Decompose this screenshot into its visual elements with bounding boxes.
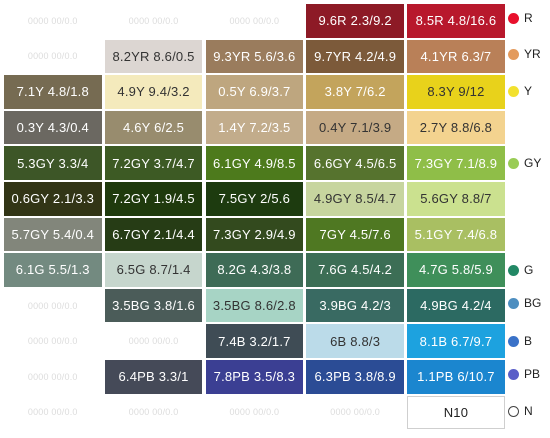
- color-swatch: 4.1YR 6.3/7: [407, 39, 505, 74]
- color-swatch: 6.1G 5.5/1.3: [4, 253, 102, 287]
- legend-item-pb: PB: [508, 367, 540, 381]
- legend-dot-icon: [508, 85, 519, 97]
- legend-item-n: N: [508, 404, 533, 418]
- empty-cell-placeholder: 0000 00/0.0: [27, 51, 78, 62]
- color-swatch: 6B 8.8/3: [306, 324, 404, 358]
- legend-item-g: G: [508, 263, 533, 277]
- color-swatch: 4.9BG 4.2/4: [407, 288, 505, 323]
- color-swatch: 6.1GY 4.9/8.5: [205, 146, 304, 180]
- color-swatch: 7.3GY 2.9/4.9: [205, 217, 304, 252]
- color-swatch: 5.3GY 3.3/4: [4, 146, 102, 180]
- color-swatch: 8.5R 4.8/16.6: [407, 4, 505, 38]
- legend-dot-icon: [508, 12, 519, 24]
- color-swatch: 6.5G 8.7/1.4: [104, 253, 203, 287]
- color-swatch: 7.1Y 4.8/1.8: [4, 75, 102, 109]
- color-swatch: 7.4B 3.2/1.7: [205, 324, 304, 358]
- legend-label: G: [524, 263, 534, 277]
- color-swatch: 8.2YR 8.6/0.5: [104, 39, 203, 74]
- empty-cell-placeholder: 0000 00/0.0: [128, 15, 179, 26]
- color-swatch: 5.1GY 7.4/6.8: [407, 217, 505, 252]
- color-swatch: 6.6GY 4.5/6.5: [306, 146, 404, 180]
- color-swatch: 1.1PB 6/10.7: [407, 360, 505, 394]
- legend-label: BG: [524, 296, 542, 310]
- color-swatch: 8.2G 4.3/3.8: [205, 253, 304, 287]
- empty-cell-placeholder: 0000 00/0.0: [27, 336, 78, 347]
- color-swatch: 7.6G 4.5/4.2: [306, 253, 404, 287]
- legend-label: YR: [524, 47, 541, 61]
- legend-item-b: B: [508, 334, 532, 348]
- empty-cell-placeholder: 0000 00/0.0: [128, 407, 179, 418]
- empty-cell-placeholder: 0000 00/0.0: [27, 371, 78, 382]
- legend-item-y: Y: [508, 84, 532, 98]
- legend-label: B: [524, 334, 533, 348]
- legend-item-gy: GY: [508, 156, 541, 170]
- legend-label: PB: [524, 367, 541, 381]
- color-swatch: 7.2GY 3.7/4.7: [104, 146, 203, 180]
- color-swatch: 1.4Y 7.2/3.5: [205, 110, 304, 145]
- legend-label: N: [524, 404, 533, 418]
- color-swatch: 3.5BG 3.8/1.6: [104, 288, 203, 323]
- legend-label: R: [524, 11, 533, 25]
- color-swatch: 6.4PB 3.3/1: [104, 360, 203, 394]
- legend-dot-icon: [508, 48, 519, 60]
- color-swatch: 8.3Y 9/12: [407, 75, 505, 109]
- color-swatch: 4.7G 5.8/5.9: [407, 253, 505, 287]
- legend-dot-icon: [508, 297, 519, 309]
- color-swatch: 7GY 4.5/7.6: [306, 217, 404, 252]
- empty-cell-placeholder: 0000 00/0.0: [27, 300, 78, 311]
- color-swatch: 0.3Y 4.3/0.4: [4, 110, 102, 145]
- color-swatch: 7.8PB 3.5/8.3: [205, 360, 304, 394]
- color-swatch: 7.3GY 7.1/8.9: [407, 146, 505, 180]
- color-swatch: 0.6GY 2.1/3.3: [4, 182, 102, 216]
- color-swatch: 4.6Y 6/2.5: [104, 110, 203, 145]
- color-swatch: 4.9GY 8.5/4.7: [306, 182, 404, 216]
- munsell-color-grid: 0000 00/0.0 0000 00/0.0 0000 00/0.0 9.6R 2.…: [4, 4, 505, 430]
- color-swatch: 4.9Y 9.4/3.2: [104, 75, 203, 109]
- empty-cell-placeholder: 0000 00/0.0: [229, 407, 280, 418]
- color-swatch: 3.8Y 7/6.2: [306, 75, 404, 109]
- legend-item-bg: BG: [508, 296, 541, 310]
- color-swatch: 6.3PB 3.8/8.9: [306, 360, 404, 394]
- legend-dot-icon: [508, 335, 519, 347]
- color-swatch: 6.7GY 2.1/4.4: [104, 217, 203, 252]
- color-swatch: 5.7GY 5.4/0.4: [4, 217, 102, 252]
- empty-cell-placeholder: 0000 00/0.0: [229, 15, 280, 26]
- empty-cell-placeholder: 0000 00/0.0: [27, 407, 78, 418]
- color-swatch: N10: [407, 395, 505, 430]
- color-swatch: 9.7YR 4.2/4.9: [306, 39, 404, 74]
- color-swatch: 9.6R 2.3/9.2: [306, 4, 404, 38]
- color-swatch: 7.5GY 2/5.6: [205, 182, 304, 216]
- legend-label: Y: [524, 84, 533, 98]
- color-swatch: 0.4Y 7.1/3.9: [306, 110, 404, 145]
- hue-legend: R YR Y GY G BG B PB N: [508, 4, 550, 430]
- color-swatch: 2.7Y 8.8/6.8: [407, 110, 505, 145]
- color-swatch: 8.1B 6.7/9.7: [407, 324, 505, 358]
- empty-cell-placeholder: 0000 00/0.0: [27, 15, 78, 26]
- color-swatch: 3.9BG 4.2/3: [306, 288, 404, 323]
- empty-cell-placeholder: 0000 00/0.0: [330, 407, 381, 418]
- color-swatch: 3.5BG 8.6/2.8: [205, 288, 304, 323]
- color-swatch: 7.2GY 1.9/4.5: [104, 182, 203, 216]
- color-swatch: 5.6GY 8.8/7: [407, 182, 505, 216]
- color-swatch: 0.5Y 6.9/3.7: [205, 75, 304, 109]
- legend-dot-icon: [508, 264, 519, 276]
- legend-dot-icon: [508, 157, 519, 169]
- legend-dot-icon: [508, 405, 519, 417]
- legend-dot-icon: [508, 368, 519, 380]
- color-swatch: 9.3YR 5.6/3.6: [205, 39, 304, 74]
- legend-item-yr: YR: [508, 47, 541, 61]
- legend-item-r: R: [508, 11, 533, 25]
- empty-cell-placeholder: 0000 00/0.0: [128, 336, 179, 347]
- legend-label: GY: [524, 156, 542, 170]
